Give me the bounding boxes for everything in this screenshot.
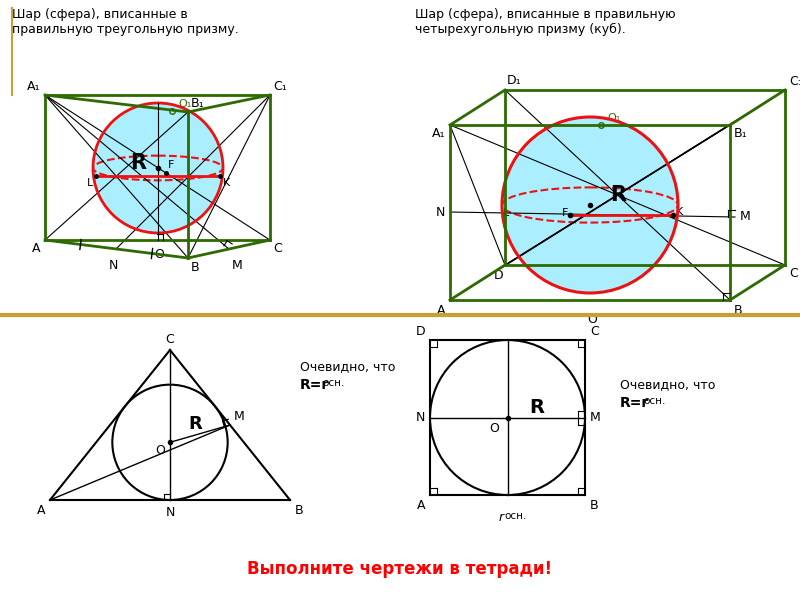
Text: N: N — [108, 259, 118, 272]
Text: B₁: B₁ — [191, 97, 205, 110]
Text: C₁: C₁ — [273, 80, 286, 93]
Text: M: M — [740, 211, 750, 223]
Text: B: B — [295, 504, 304, 517]
Text: K: K — [223, 178, 230, 188]
Text: Очевидно, что: Очевидно, что — [300, 360, 395, 373]
Text: M: M — [232, 259, 242, 272]
Text: r: r — [498, 511, 503, 524]
Text: A₁: A₁ — [26, 80, 40, 93]
Text: D₁: D₁ — [507, 74, 522, 87]
Text: B₁: B₁ — [734, 127, 748, 140]
Text: D: D — [494, 269, 503, 282]
Text: F: F — [168, 160, 174, 170]
Text: B: B — [734, 304, 742, 317]
Text: Шар (сфера), вписанные в правильную
четырехугольную призму (куб).: Шар (сфера), вписанные в правильную четы… — [415, 8, 676, 36]
Text: N: N — [416, 411, 425, 424]
Text: F: F — [562, 208, 568, 218]
Ellipse shape — [93, 155, 223, 181]
Text: O: O — [154, 248, 164, 261]
Text: R: R — [530, 398, 545, 417]
Text: Выполните чертежи в тетради!: Выполните чертежи в тетради! — [247, 560, 553, 578]
Text: осн.: осн. — [643, 396, 666, 406]
Ellipse shape — [502, 187, 678, 223]
Text: N: N — [436, 205, 445, 218]
Text: B: B — [590, 499, 598, 512]
Text: осн.: осн. — [322, 378, 344, 388]
Circle shape — [93, 103, 223, 233]
Text: A₁: A₁ — [431, 127, 445, 140]
Text: Шар (сфера), вписанные в
правильную треугольную призму.: Шар (сфера), вписанные в правильную треу… — [12, 8, 238, 36]
Text: C: C — [590, 325, 598, 338]
Text: L: L — [502, 208, 509, 218]
Text: C₁: C₁ — [789, 75, 800, 88]
Text: M: M — [234, 410, 245, 423]
Circle shape — [502, 117, 678, 293]
Text: N: N — [166, 506, 174, 519]
Text: R: R — [188, 415, 202, 433]
Text: R: R — [130, 153, 146, 173]
Text: O₁: O₁ — [178, 99, 191, 109]
Text: R=r: R=r — [300, 378, 330, 392]
Text: A: A — [437, 304, 445, 317]
Text: O: O — [490, 421, 499, 434]
Text: A: A — [417, 499, 425, 512]
Text: M: M — [590, 411, 601, 424]
Text: Очевидно, что: Очевидно, что — [620, 378, 715, 391]
Text: осн.: осн. — [505, 511, 527, 521]
Text: A: A — [31, 242, 40, 255]
Text: R=r: R=r — [620, 396, 650, 410]
Text: C: C — [273, 242, 282, 255]
Text: L: L — [86, 178, 93, 188]
Text: K: K — [676, 207, 683, 217]
Text: C: C — [789, 267, 798, 280]
Text: O: O — [155, 445, 165, 457]
Text: C: C — [166, 333, 174, 346]
Text: O₁: O₁ — [607, 113, 620, 123]
Text: O: O — [587, 313, 597, 326]
Text: A: A — [37, 504, 45, 517]
Text: D: D — [415, 325, 425, 338]
Text: R: R — [610, 185, 626, 205]
Text: B: B — [191, 261, 200, 274]
